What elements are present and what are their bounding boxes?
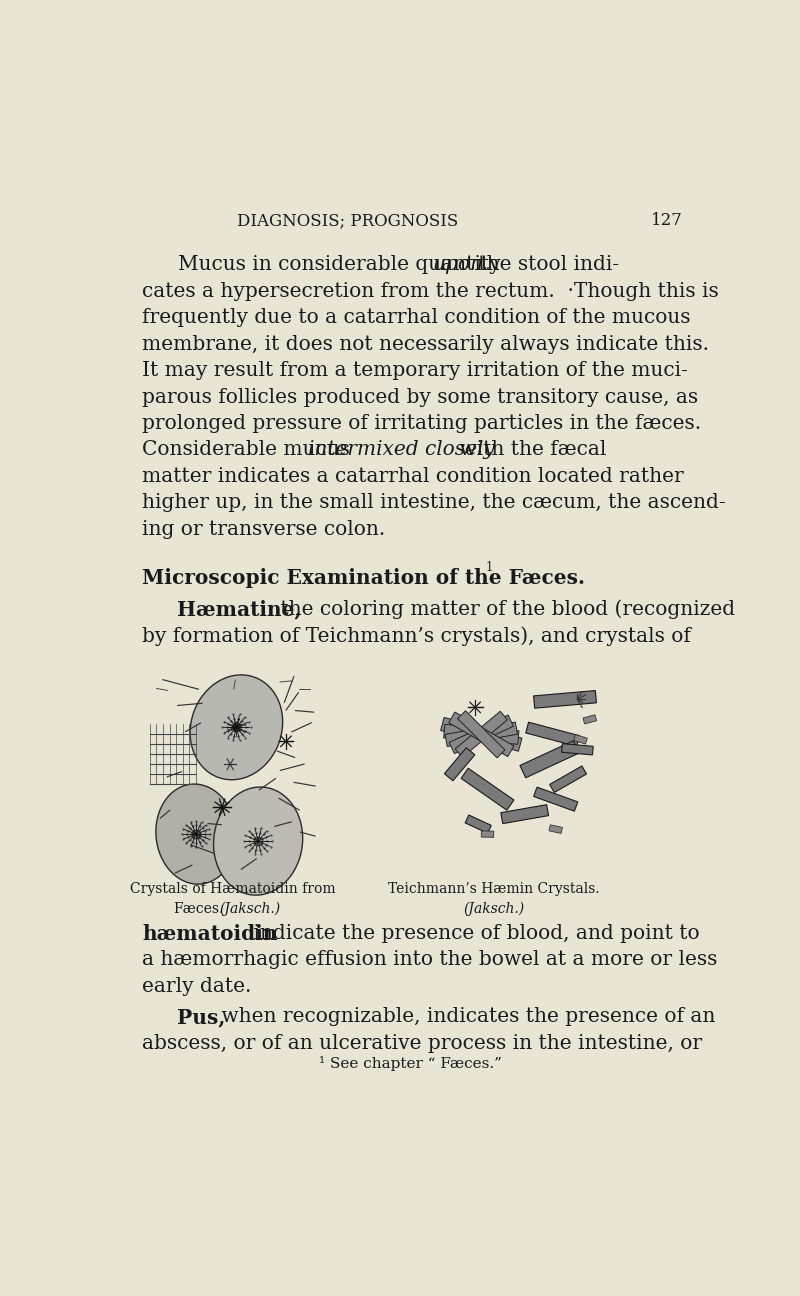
Polygon shape [449,712,514,757]
Polygon shape [574,735,587,744]
Polygon shape [520,741,579,778]
Polygon shape [501,805,549,824]
Text: Pus,: Pus, [178,1007,226,1028]
Polygon shape [444,748,475,780]
Polygon shape [461,769,514,810]
Ellipse shape [214,787,302,896]
Text: Considerable mucus: Considerable mucus [142,441,357,459]
Text: Microscopic Examination of the Fæces.: Microscopic Examination of the Fæces. [142,568,585,588]
Polygon shape [444,724,519,744]
Text: indicate the presence of blood, and point to: indicate the presence of blood, and poin… [247,924,700,943]
Text: hæmatoidin: hæmatoidin [142,924,278,943]
Text: membrane, it does not necessarily always indicate this.: membrane, it does not necessarily always… [142,334,709,354]
Polygon shape [465,815,491,833]
Text: the coloring matter of the blood (recognized: the coloring matter of the blood (recogn… [274,600,735,619]
Polygon shape [441,718,522,752]
Text: Fæces.: Fæces. [174,902,232,916]
Polygon shape [534,691,597,708]
Text: 1: 1 [486,561,493,574]
Text: frequently due to a catarrhal condition of the mucous: frequently due to a catarrhal condition … [142,308,690,327]
Polygon shape [458,710,505,758]
Text: the stool indi-: the stool indi- [472,255,619,275]
Text: upon: upon [433,255,483,275]
Text: abscess, or of an ulcerative process in the intestine, or: abscess, or of an ulcerative process in … [142,1034,702,1052]
Text: DIAGNOSIS; PROGNOSIS: DIAGNOSIS; PROGNOSIS [238,213,458,229]
Text: Crystals of Hæmatoidin from: Crystals of Hæmatoidin from [130,883,336,896]
Polygon shape [482,831,494,837]
Text: with the fæcal: with the fæcal [453,441,606,459]
Text: ing or transverse colon.: ing or transverse colon. [142,520,386,539]
Text: by formation of Teichmann’s crystals), and crystals of: by formation of Teichmann’s crystals), a… [142,626,691,645]
Text: intermixed closely: intermixed closely [308,441,495,459]
Text: higher up, in the small intestine, the cæcum, the ascend-: higher up, in the small intestine, the c… [142,494,726,512]
Text: (Jaksch.): (Jaksch.) [219,902,281,916]
Text: parous follicles produced by some transitory cause, as: parous follicles produced by some transi… [142,388,698,407]
Ellipse shape [190,675,282,780]
Polygon shape [549,824,562,833]
Polygon shape [583,715,597,724]
Text: Hæmatine,: Hæmatine, [178,600,302,619]
Polygon shape [534,787,578,811]
Text: 127: 127 [651,213,683,229]
Polygon shape [449,715,514,753]
Text: early date.: early date. [142,977,251,995]
Text: Teichmann’s Hæmin Crystals.: Teichmann’s Hæmin Crystals. [388,883,599,896]
Text: prolonged pressure of irritating particles in the fæces.: prolonged pressure of irritating particl… [142,413,702,433]
Polygon shape [455,712,507,757]
Text: a hæmorrhagic effusion into the bowel at a more or less: a hæmorrhagic effusion into the bowel at… [142,950,718,969]
Ellipse shape [156,784,236,884]
Polygon shape [550,766,586,792]
Text: matter indicates a catarrhal condition located rather: matter indicates a catarrhal condition l… [142,467,684,486]
Polygon shape [562,744,594,756]
Text: Mucus in considerable quantity: Mucus in considerable quantity [178,255,506,275]
Polygon shape [526,722,579,746]
Text: (Jaksch.): (Jaksch.) [463,902,524,916]
Text: when recognizable, indicates the presence of an: when recognizable, indicates the presenc… [215,1007,715,1026]
Text: cates a hypersecretion from the rectum.  ·Though this is: cates a hypersecretion from the rectum. … [142,281,719,301]
Text: It may result from a temporary irritation of the muci-: It may result from a temporary irritatio… [142,362,688,380]
Polygon shape [445,722,518,746]
Text: ¹ See chapter “ Fæces.”: ¹ See chapter “ Fæces.” [318,1056,502,1070]
